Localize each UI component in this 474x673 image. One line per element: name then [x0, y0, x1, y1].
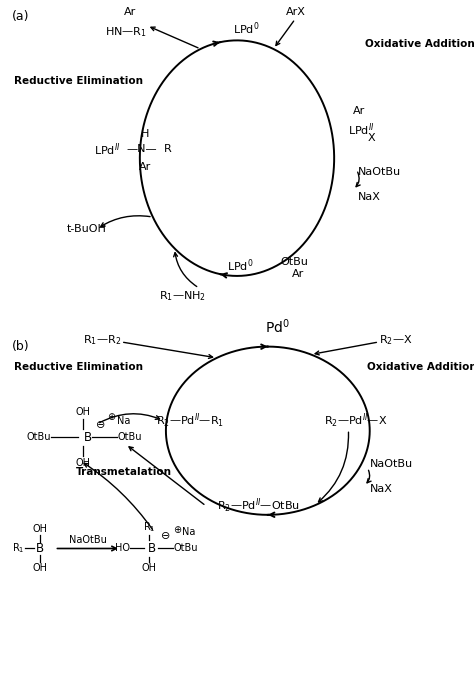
Text: Na: Na: [182, 527, 195, 536]
Text: Reductive Elimination: Reductive Elimination: [14, 76, 143, 85]
Text: (a): (a): [12, 10, 29, 23]
Text: HO: HO: [115, 544, 130, 553]
Text: B: B: [147, 542, 156, 555]
Text: (b): (b): [12, 340, 29, 353]
Text: Transmetalation: Transmetalation: [76, 468, 172, 477]
Text: Ar: Ar: [353, 106, 365, 116]
Text: R$_1$: R$_1$: [143, 520, 155, 534]
Text: R$_1$: R$_1$: [12, 542, 25, 555]
Text: Pd$^0$: Pd$^0$: [265, 318, 290, 336]
Text: ⊕: ⊕: [107, 413, 116, 422]
Text: LPd$^{0}$: LPd$^{0}$: [227, 257, 254, 274]
Text: R$_2$—Pd$^{II}$—OtBu: R$_2$—Pd$^{II}$—OtBu: [217, 497, 300, 516]
Text: OH: OH: [142, 563, 157, 573]
Text: Reductive Elimination: Reductive Elimination: [14, 362, 143, 371]
Text: NaX: NaX: [370, 485, 392, 494]
Text: NaX: NaX: [358, 192, 381, 201]
Text: ⊖: ⊖: [96, 421, 106, 430]
Text: R$_1$—R$_2$: R$_1$—R$_2$: [83, 333, 121, 347]
Text: R$_1$—NH$_2$: R$_1$—NH$_2$: [159, 289, 206, 304]
Text: R: R: [164, 145, 171, 154]
Text: R$_2$—Pd$^{II}$—R$_1$: R$_2$—Pd$^{II}$—R$_1$: [155, 411, 224, 430]
Text: ArX: ArX: [286, 7, 306, 17]
Text: B: B: [83, 431, 92, 444]
Text: Ar: Ar: [124, 7, 137, 17]
Text: OtBu: OtBu: [173, 544, 198, 553]
Text: LPd$^{II}$: LPd$^{II}$: [94, 141, 121, 157]
Text: OtBu: OtBu: [281, 257, 309, 267]
Text: Na: Na: [117, 416, 130, 425]
Text: NaOtBu: NaOtBu: [358, 167, 401, 176]
Text: H: H: [140, 129, 149, 139]
Text: OH: OH: [33, 563, 48, 573]
Text: Ar: Ar: [292, 269, 304, 279]
Text: OtBu: OtBu: [26, 433, 51, 442]
Text: NaOtBu: NaOtBu: [69, 535, 107, 545]
Text: Oxidative Addition: Oxidative Addition: [365, 39, 474, 48]
Text: OH: OH: [75, 458, 91, 468]
Text: —N—: —N—: [127, 145, 157, 154]
Text: LPd$^0$: LPd$^0$: [233, 20, 260, 37]
Text: ⊖: ⊖: [161, 532, 171, 541]
Text: Oxidative Addition: Oxidative Addition: [367, 362, 474, 371]
Text: OtBu: OtBu: [117, 433, 142, 442]
Text: OH: OH: [75, 407, 91, 417]
Text: HN—R$_1$: HN—R$_1$: [105, 25, 146, 39]
Text: X: X: [367, 133, 375, 143]
Text: B: B: [36, 542, 45, 555]
Text: NaOtBu: NaOtBu: [370, 460, 413, 469]
Text: t-BuOH: t-BuOH: [66, 224, 106, 234]
Text: Ar: Ar: [138, 162, 151, 172]
Text: OH: OH: [33, 524, 48, 534]
Text: R$_2$—X: R$_2$—X: [379, 333, 413, 347]
Text: ⊕: ⊕: [173, 525, 181, 534]
Text: LPd$^{II}$: LPd$^{II}$: [348, 121, 375, 137]
Text: R$_2$—Pd$^{II}$—X: R$_2$—Pd$^{II}$—X: [324, 411, 387, 430]
